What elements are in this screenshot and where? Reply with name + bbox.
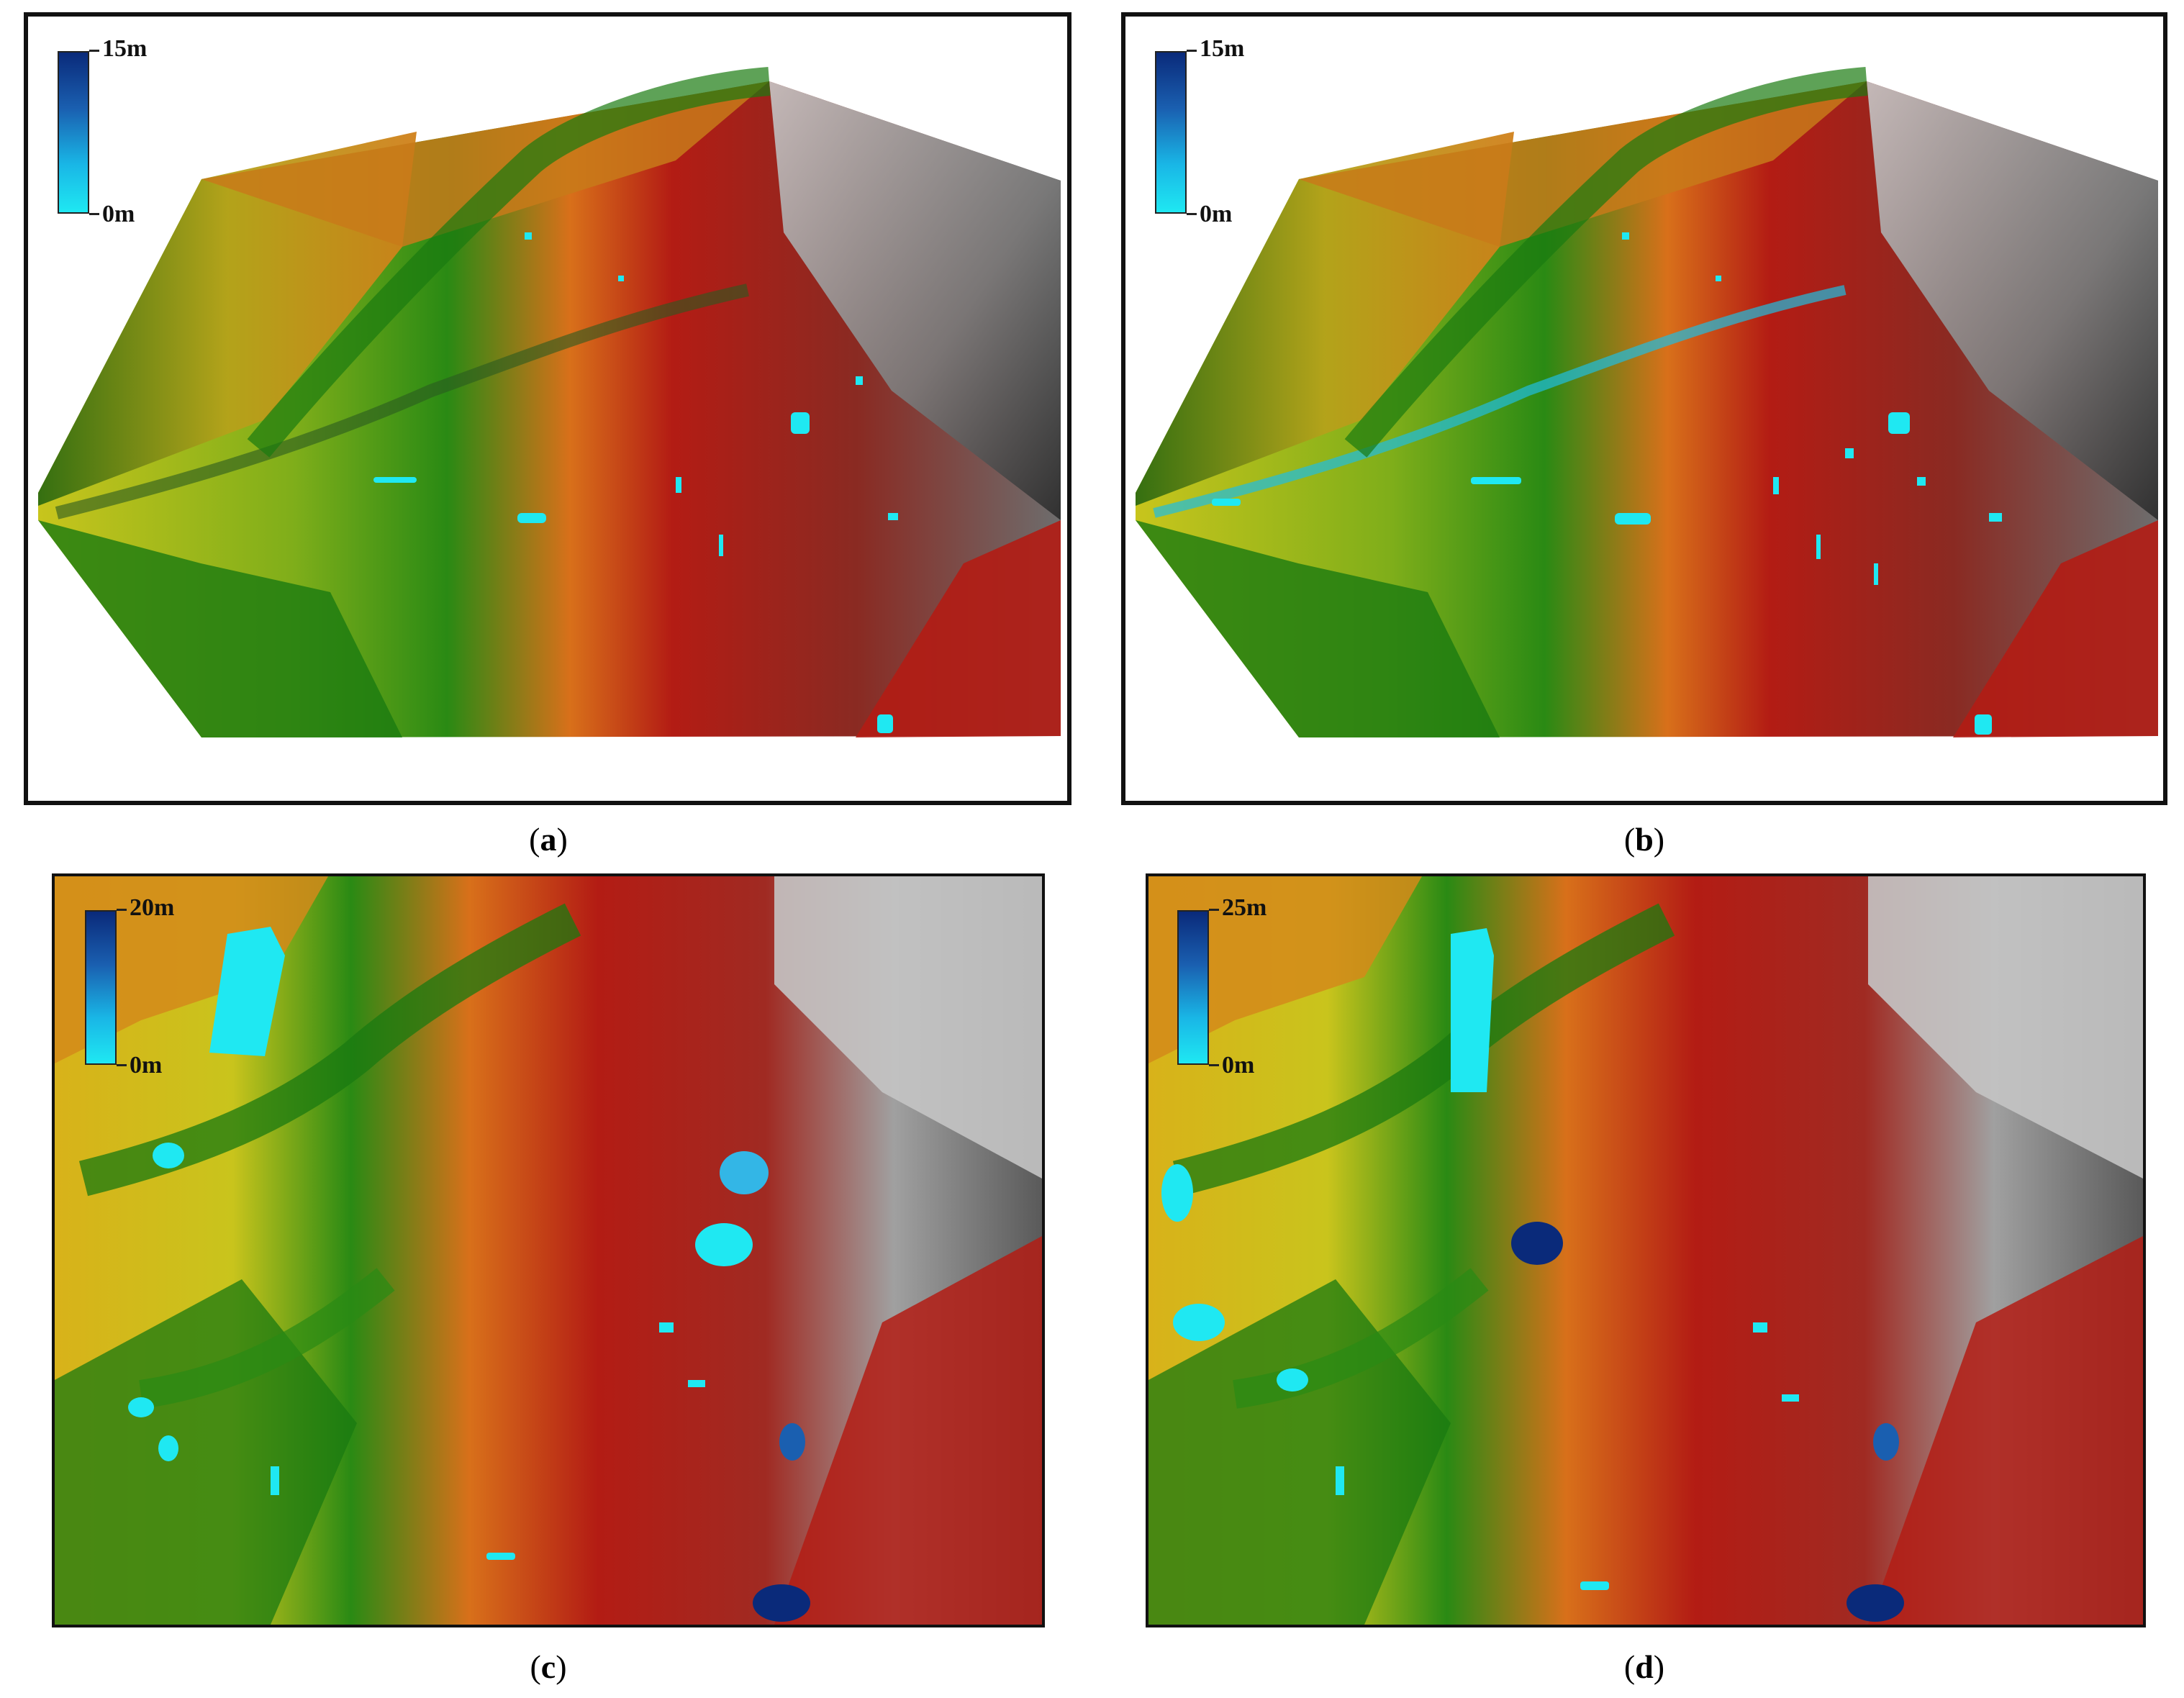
legend-min-label: 0m <box>102 201 135 227</box>
panel-caption-c: (c) <box>530 1648 567 1685</box>
legend-min-label: 0m <box>1200 201 1233 227</box>
map-panel-c <box>52 873 1045 1627</box>
legend-min-label: 0m <box>1222 1052 1255 1079</box>
map-panel-b <box>1121 12 2167 805</box>
terrain-map-c <box>55 876 1042 1625</box>
terrain-map-d <box>1148 876 2143 1625</box>
depth-colorbar <box>85 910 117 1065</box>
depth-legend-d: 25m 0m <box>1177 894 1278 1079</box>
depth-colorbar <box>1155 51 1187 214</box>
map-panel-a <box>24 12 1071 805</box>
terrain-map-a <box>38 67 1061 737</box>
legend-max-label: 20m <box>130 894 175 921</box>
legend-max-label: 15m <box>1200 35 1245 62</box>
depth-legend-b: 15m 0m <box>1155 35 1256 227</box>
depth-colorbar <box>58 51 89 214</box>
panel-caption-a: (a) <box>529 821 568 858</box>
panel-caption-d: (d) <box>1623 1648 1665 1685</box>
depth-legend-c: 20m 0m <box>85 894 186 1079</box>
legend-max-label: 25m <box>1222 894 1267 921</box>
map-panel-d <box>1146 873 2146 1627</box>
depth-legend-a: 15m 0m <box>58 35 158 227</box>
legend-max-label: 15m <box>102 35 148 62</box>
panel-caption-b: (b) <box>1623 821 1665 858</box>
legend-min-label: 0m <box>130 1052 163 1079</box>
depth-colorbar <box>1177 910 1209 1065</box>
terrain-map-b <box>1136 67 2158 737</box>
